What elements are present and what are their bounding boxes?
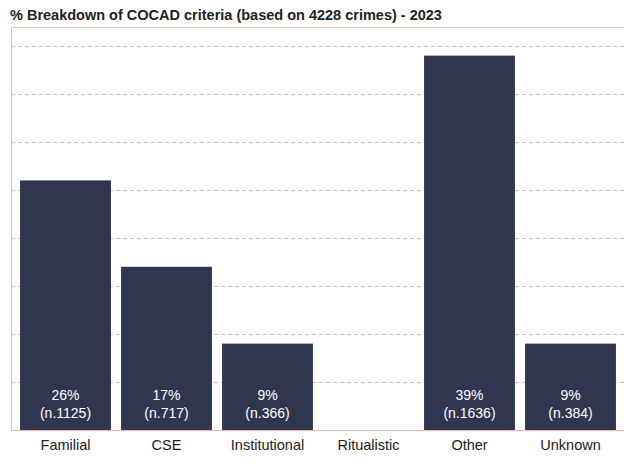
- grid-line: [11, 142, 624, 143]
- value-label: 9%: [257, 387, 277, 403]
- y-tick: [11, 94, 624, 95]
- grid-line: [11, 94, 624, 95]
- count-label: (n.717): [144, 405, 188, 421]
- x-tick-label: CSE: [152, 437, 182, 453]
- bar: [20, 180, 111, 430]
- x-tick: Ritualistic: [337, 437, 399, 453]
- value-label: 39%: [455, 387, 483, 403]
- value-label: 9%: [560, 387, 580, 403]
- x-tick: Unknown: [540, 437, 600, 453]
- x-tick-label: Other: [451, 437, 487, 453]
- bar: [424, 56, 515, 430]
- x-tick: Familial: [41, 437, 91, 453]
- x-tick: CSE: [152, 437, 182, 453]
- x-tick-label: Ritualistic: [337, 437, 399, 453]
- grid-line: [11, 430, 624, 431]
- x-axis: Familial CSE Institutional Ritualistic Other…: [41, 437, 601, 453]
- value-label: 26%: [51, 387, 79, 403]
- title: % Breakdown of COCAD criteria (based on …: [10, 7, 442, 23]
- x-tick: Institutional: [231, 437, 304, 453]
- data-labels: 26% (n.1125) 17% (n.717) 9% (n.366) 39% (n.1636…: [40, 387, 593, 421]
- y-axis-line: [12, 27, 625, 430]
- count-label: (n.1636): [443, 405, 495, 421]
- count-label: (n.1125): [40, 405, 91, 421]
- y-tick: [11, 46, 624, 47]
- count-label: (n.384): [548, 405, 592, 421]
- bar: [121, 267, 212, 430]
- grid-line: [11, 46, 624, 47]
- bar: [525, 344, 616, 430]
- x-tick-label: Unknown: [540, 437, 600, 453]
- y-tick: [11, 142, 624, 143]
- x-tick-label: Familial: [41, 437, 91, 453]
- count-label: (n.366): [245, 405, 289, 421]
- y-axis: [11, 27, 624, 430]
- bars: [20, 56, 616, 430]
- y-tick: [11, 430, 624, 431]
- value-label: 17%: [152, 387, 180, 403]
- x-tick: Other: [451, 437, 487, 453]
- bar: [222, 344, 313, 430]
- chart: % Breakdown of COCAD criteria (based on …: [0, 0, 634, 464]
- x-tick-label: Institutional: [231, 437, 304, 453]
